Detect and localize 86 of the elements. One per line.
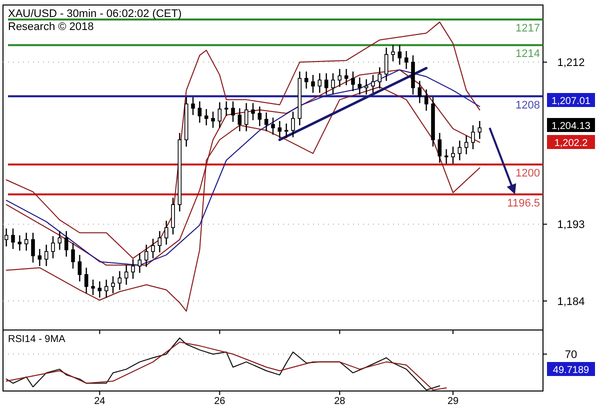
candlestick: [258, 106, 262, 127]
candlestick: [118, 270, 122, 291]
candlestick: [24, 232, 28, 252]
candlestick: [31, 232, 35, 264]
candlestick: [264, 112, 268, 132]
candlestick: [438, 132, 442, 164]
text: 1,207.01: [552, 96, 591, 107]
candlestick: [398, 44, 402, 66]
candlestick: [418, 80, 422, 104]
candlestick: [251, 102, 255, 121]
candlestick: [404, 50, 408, 70]
candlestick: [384, 47, 388, 82]
candlestick: [171, 197, 175, 236]
y-tick-label: 1,212: [557, 57, 585, 70]
candlestick: [284, 122, 288, 139]
candlestick: [311, 74, 315, 94]
candlestick: [364, 78, 368, 96]
candlestick: [244, 102, 248, 132]
text: 1,202.2: [554, 138, 588, 149]
candlestick: [224, 100, 228, 116]
candlestick: [18, 234, 22, 252]
candlestick: [144, 244, 148, 268]
candlestick: [351, 70, 355, 92]
candlestick: [464, 134, 468, 155]
candlestick: [71, 242, 75, 270]
candlestick: [231, 100, 235, 122]
ref-line-label: 1214: [516, 48, 540, 60]
x-tick-label: 29: [447, 396, 459, 406]
candlestick: [471, 124, 475, 150]
y-tick-label: 1,184: [557, 296, 585, 308]
ref-line-label: 1208: [516, 99, 540, 112]
candlestick: [38, 248, 42, 267]
text: 70: [564, 349, 578, 361]
candlestick: [391, 44, 395, 62]
candlestick: [64, 230, 68, 258]
candlestick: [358, 76, 362, 96]
x-tick-label: 28: [334, 396, 346, 406]
text: Research © 2018: [8, 21, 94, 33]
x-tick-label: 24: [94, 396, 106, 406]
candlestick: [238, 108, 242, 132]
candlestick: [51, 236, 55, 259]
candlestick: [124, 264, 128, 286]
ref-line-label: 1217: [516, 22, 540, 34]
candlestick: [458, 140, 462, 161]
ref-line-label: 1196.5: [507, 197, 540, 210]
candlestick: [198, 100, 202, 124]
candlestick: [58, 230, 62, 250]
candlestick: [191, 96, 195, 116]
candlestick: [444, 148, 448, 164]
candlestick: [278, 120, 282, 139]
candlestick: [131, 258, 135, 280]
candlestick: [324, 72, 328, 96]
candlestick: [104, 279, 108, 298]
candlestick: [478, 120, 482, 140]
candlestick: [151, 238, 155, 259]
candlestick: [218, 102, 222, 128]
candlestick: [138, 252, 142, 274]
candlestick: [291, 111, 295, 138]
ref-line-label: 1200: [516, 168, 540, 180]
candlestick: [338, 68, 342, 88]
x-tick-label: 26: [214, 396, 226, 406]
candlestick: [371, 74, 375, 94]
candlestick: [158, 230, 162, 253]
candlestick: [111, 276, 115, 294]
candlestick: [331, 72, 335, 96]
candlestick: [11, 228, 15, 250]
text: 1,204.13: [552, 121, 591, 132]
y-tick-label: 1,193: [557, 219, 585, 232]
candlestick: [378, 66, 382, 90]
candlestick: [211, 111, 215, 128]
candlestick: [78, 254, 82, 282]
candlestick: [344, 68, 348, 86]
candlestick: [304, 70, 308, 90]
candlestick: [451, 146, 455, 164]
candlestick: [44, 244, 48, 267]
candlestick: [318, 72, 322, 94]
line-series: [6, 22, 480, 259]
candlestick: [91, 279, 95, 296]
candlestick: [84, 267, 88, 294]
chart-title: XAU/USD - 30min - 06:02:02 (CET): [8, 8, 182, 20]
candlestick: [204, 108, 208, 126]
text: 49.7189: [552, 365, 590, 376]
candlestick: [271, 117, 275, 136]
chart-title: RSI14 - 9MA: [8, 334, 66, 345]
candlestick: [164, 220, 168, 246]
candlestick: [424, 88, 428, 112]
